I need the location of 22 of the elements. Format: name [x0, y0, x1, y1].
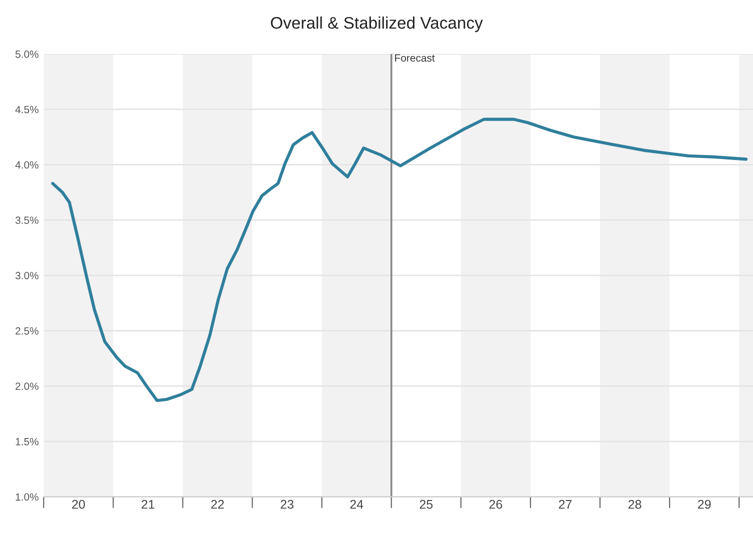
y-tick-label: 4.5% — [15, 106, 38, 114]
x-tick-label: 26 — [489, 500, 502, 509]
y-tick-label: 1.0% — [16, 493, 38, 501]
line-series — [51, 118, 748, 402]
x-tick-label: 22 — [211, 500, 224, 509]
y-tick-label: 5.0% — [15, 50, 38, 58]
x-tick-label: 28 — [628, 500, 642, 509]
x-tick-label: 23 — [280, 500, 294, 509]
ref-line-label: Forecast — [395, 54, 435, 62]
x-tick-label: 21 — [142, 500, 154, 509]
y-tick-label: 2.0% — [16, 382, 38, 390]
y-tick-label: 3.5% — [15, 216, 38, 224]
x-tick-label: 20 — [72, 500, 85, 509]
x-tick-label: 27 — [558, 500, 572, 509]
x-tick-label: 24 — [350, 500, 364, 509]
chart-title: Overall & Stabilized Vacancy — [270, 16, 483, 32]
y-tick-label: 1.5% — [16, 438, 38, 446]
x-tick-label: 25 — [420, 500, 433, 509]
y-tick-label: 3.0% — [15, 272, 38, 280]
x-tick-label: 29 — [698, 500, 711, 509]
y-tick-label: 4.0% — [15, 161, 38, 169]
y-tick-label: 2.5% — [16, 327, 38, 335]
